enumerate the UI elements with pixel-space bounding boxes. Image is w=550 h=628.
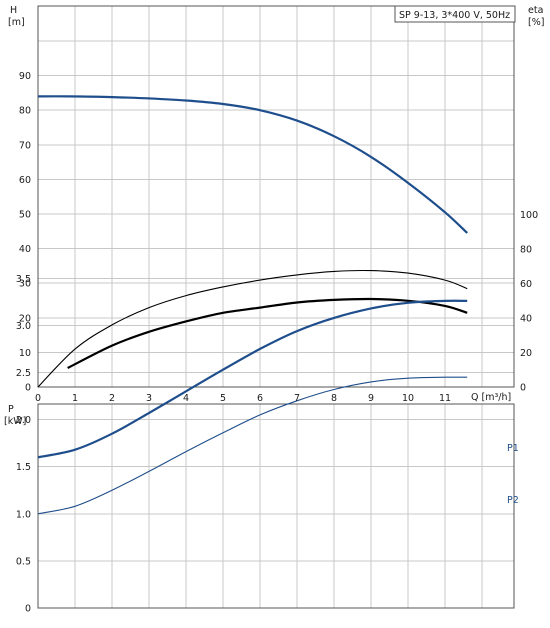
h-tick-label: 10: [19, 348, 31, 359]
eta-tick-label: 60: [520, 279, 532, 290]
q-tick-label: 4: [183, 393, 189, 404]
q-tick-label: 6: [257, 393, 263, 404]
q-tick-label: 7: [294, 393, 300, 404]
h-tick-label: 90: [19, 71, 31, 82]
head-curve: [37, 95, 468, 234]
eta-tick-label: 80: [520, 245, 532, 256]
q-tick-label: 3: [146, 393, 152, 404]
h-tick-label: 80: [19, 106, 31, 117]
q-tick-label: 0: [35, 393, 41, 404]
p-tick-label: 0.5: [16, 556, 31, 567]
h-tick-label: 40: [19, 244, 31, 255]
p-tick-label: 2.5: [16, 368, 31, 379]
h-tick-label: 60: [19, 175, 31, 186]
eta-tick-label: 20: [520, 348, 532, 359]
p-tick-label: 1.5: [16, 462, 31, 473]
efficiency-curve-thick: [67, 297, 468, 369]
p-tick-label: 3.0: [16, 321, 31, 332]
q-tick-label: 1: [72, 393, 78, 404]
top-plot-frame: [37, 5, 515, 388]
p-tick-label: 2.0: [16, 415, 31, 426]
h-tick-label: 50: [19, 210, 31, 221]
q-tick-label: 2: [109, 393, 115, 404]
title-box: [394, 5, 516, 23]
p-tick-label: 0: [25, 604, 31, 615]
q-axis-label: Q [m³/h]: [471, 392, 511, 403]
eta-tick-label: 0: [520, 383, 526, 394]
p-axis-unit: [kW]: [4, 416, 26, 427]
eta-tick-label: 40: [520, 314, 532, 325]
p2-power-curve: [37, 376, 468, 515]
q-tick-label: 8: [331, 393, 337, 404]
h-tick-label: 0: [25, 383, 31, 394]
h-tick-label: 70: [19, 140, 31, 151]
h-tick-label: 20: [19, 313, 31, 324]
q-tick-label: 11: [439, 393, 451, 404]
chart-title: SP 9-13, 3*400 V, 50Hz: [399, 10, 510, 21]
q-tick-label: 9: [368, 393, 374, 404]
p1-series-label: P1: [507, 443, 519, 454]
efficiency-curve-thin: [37, 269, 468, 388]
p1-power-curve: [37, 299, 468, 459]
h-axis-label: H: [10, 5, 17, 16]
p-axis-label: P: [8, 404, 14, 415]
eta-tick-label: 100: [520, 210, 538, 221]
bottom-plot-frame: [37, 403, 515, 609]
h-tick-label: 30: [19, 279, 31, 290]
q-tick-label: 5: [220, 393, 226, 404]
q-tick-label: 10: [402, 393, 414, 404]
p2-series-label: P2: [507, 495, 519, 506]
p-tick-label: 1.0: [16, 509, 31, 520]
h-axis-unit: [m]: [8, 17, 25, 28]
p-tick-label: 3.5: [16, 274, 31, 285]
eta-axis-unit: [%]: [528, 17, 544, 28]
eta-axis-label: eta: [528, 5, 543, 16]
